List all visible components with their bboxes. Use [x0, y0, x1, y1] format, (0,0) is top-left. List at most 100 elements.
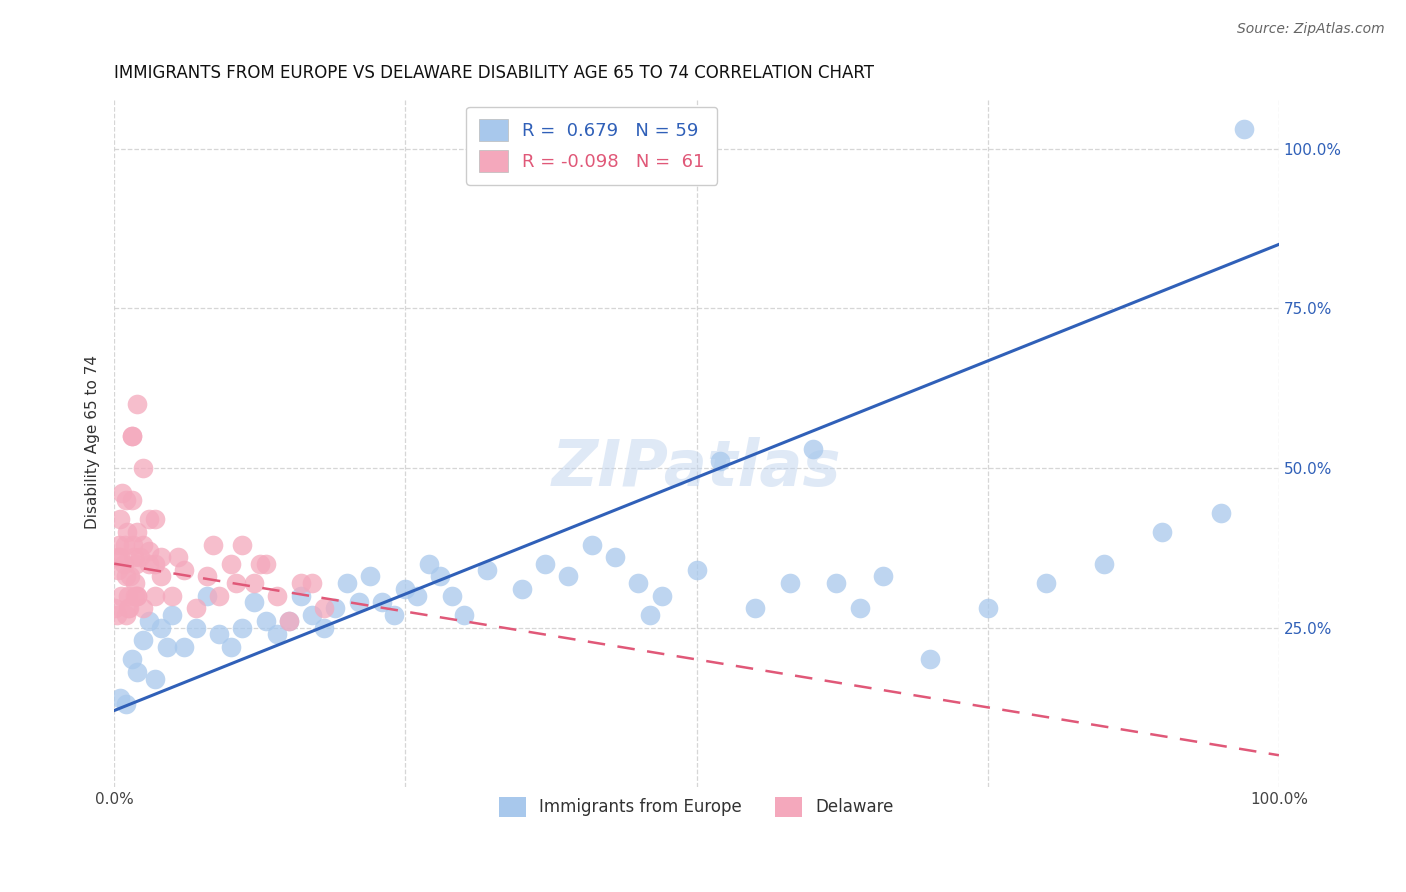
Point — [440, 589, 463, 603]
Point — [801, 442, 824, 456]
Point — [122, 550, 145, 565]
Point — [127, 524, 149, 539]
Point — [581, 537, 603, 551]
Point — [243, 575, 266, 590]
Point — [638, 607, 661, 622]
Point — [115, 524, 138, 539]
Point — [371, 595, 394, 609]
Point — [382, 607, 405, 622]
Point — [173, 640, 195, 654]
Point — [347, 595, 370, 609]
Point — [254, 557, 277, 571]
Legend: Immigrants from Europe, Delaware: Immigrants from Europe, Delaware — [492, 790, 900, 823]
Point — [418, 557, 440, 571]
Point — [108, 537, 131, 551]
Point — [167, 550, 190, 565]
Point — [121, 537, 143, 551]
Point — [124, 589, 146, 603]
Point — [1035, 575, 1057, 590]
Point — [138, 557, 160, 571]
Point — [125, 557, 148, 571]
Point — [127, 665, 149, 680]
Point — [406, 589, 429, 603]
Point — [138, 544, 160, 558]
Point — [627, 575, 650, 590]
Point — [336, 575, 359, 590]
Point — [709, 454, 731, 468]
Point — [325, 601, 347, 615]
Point — [184, 601, 207, 615]
Point — [219, 640, 242, 654]
Point — [429, 569, 451, 583]
Point — [312, 601, 335, 615]
Point — [195, 569, 218, 583]
Point — [475, 563, 498, 577]
Point — [208, 589, 231, 603]
Point — [114, 697, 136, 711]
Y-axis label: Disability Age 65 to 74: Disability Age 65 to 74 — [86, 355, 100, 529]
Point — [219, 557, 242, 571]
Point — [394, 582, 416, 597]
Text: IMMIGRANTS FROM EUROPE VS DELAWARE DISABILITY AGE 65 TO 74 CORRELATION CHART: IMMIGRANTS FROM EUROPE VS DELAWARE DISAB… — [114, 64, 875, 82]
Point — [162, 607, 184, 622]
Point — [149, 621, 172, 635]
Point — [107, 550, 129, 565]
Point — [121, 429, 143, 443]
Point — [266, 589, 288, 603]
Point — [301, 575, 323, 590]
Text: Source: ZipAtlas.com: Source: ZipAtlas.com — [1237, 22, 1385, 37]
Point — [114, 607, 136, 622]
Point — [1209, 506, 1232, 520]
Point — [108, 690, 131, 705]
Point — [208, 627, 231, 641]
Point — [277, 614, 299, 628]
Point — [184, 621, 207, 635]
Point — [127, 589, 149, 603]
Point — [108, 512, 131, 526]
Point — [779, 575, 801, 590]
Point — [848, 601, 870, 615]
Point — [111, 486, 134, 500]
Point — [173, 563, 195, 577]
Point — [685, 563, 707, 577]
Point — [143, 557, 166, 571]
Point — [149, 550, 172, 565]
Point — [104, 601, 127, 615]
Point — [195, 589, 218, 603]
Point — [231, 621, 253, 635]
Point — [249, 557, 271, 571]
Point — [121, 492, 143, 507]
Point — [105, 607, 128, 622]
Point — [143, 589, 166, 603]
Point — [110, 589, 132, 603]
Point — [143, 512, 166, 526]
Point — [138, 512, 160, 526]
Point — [114, 537, 136, 551]
Point — [918, 652, 941, 666]
Point — [243, 595, 266, 609]
Point — [872, 569, 894, 583]
Point — [121, 652, 143, 666]
Point — [225, 575, 247, 590]
Text: ZIPatlas: ZIPatlas — [551, 437, 841, 499]
Point — [149, 569, 172, 583]
Point — [108, 550, 131, 565]
Point — [277, 614, 299, 628]
Point — [114, 569, 136, 583]
Point — [132, 601, 155, 615]
Point — [107, 563, 129, 577]
Point — [121, 429, 143, 443]
Point — [312, 621, 335, 635]
Point — [120, 569, 142, 583]
Point — [138, 614, 160, 628]
Point — [128, 550, 150, 565]
Point — [651, 589, 673, 603]
Point — [510, 582, 533, 597]
Point — [290, 575, 312, 590]
Point — [557, 569, 579, 583]
Point — [825, 575, 848, 590]
Point — [127, 397, 149, 411]
Point — [744, 601, 766, 615]
Point — [266, 627, 288, 641]
Point — [162, 589, 184, 603]
